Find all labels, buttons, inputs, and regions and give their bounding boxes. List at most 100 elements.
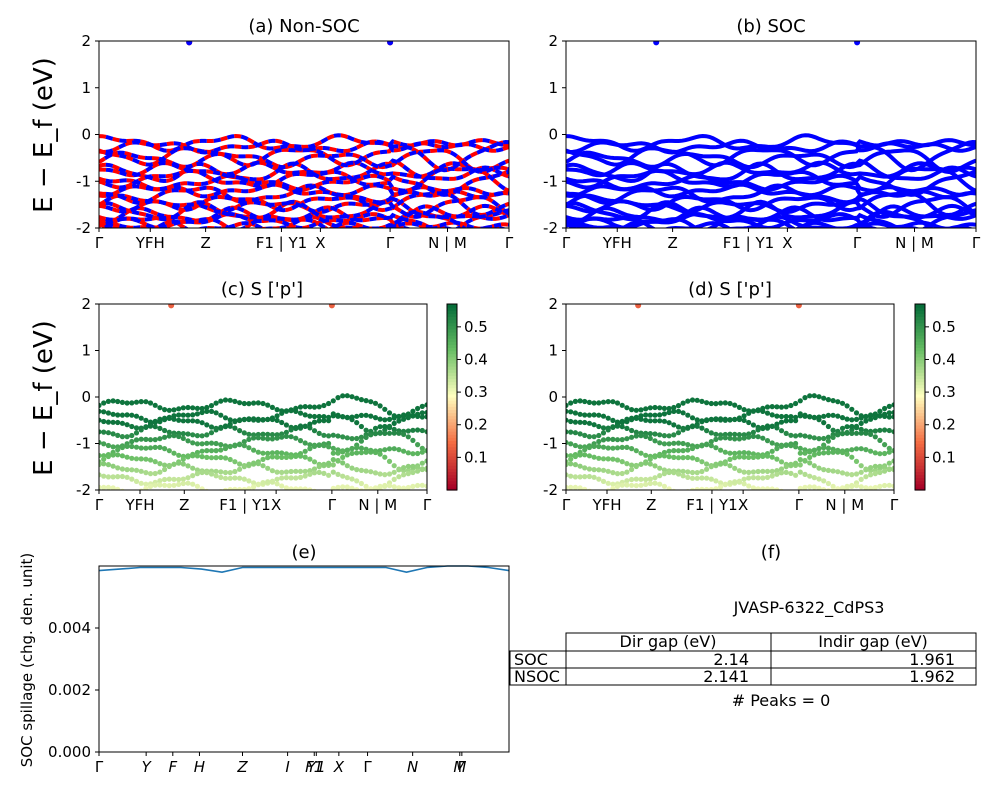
panel-e-xtick-label: Γ [458, 758, 467, 776]
panel-c-band-point [232, 468, 238, 475]
panel-c-band-point [307, 446, 313, 452]
panel-c-band-point [419, 414, 425, 420]
panel-d-band-point [891, 458, 894, 464]
panel-c-band-point [293, 486, 299, 490]
panel-d-band-point [863, 467, 869, 473]
panel-d-band-point [566, 417, 569, 423]
panel-c-band-point [237, 475, 243, 481]
panel-c-band-point [246, 416, 252, 423]
panel-b-band-line [566, 182, 976, 199]
panel-d-band-point [586, 434, 593, 440]
panel-c-band-point [110, 419, 116, 425]
panel-c-band-point [330, 462, 336, 468]
panel-d-band-point [778, 428, 785, 434]
panel-d-band-point [727, 431, 733, 437]
panel-c-band-point [260, 463, 266, 469]
panel-d-band-point [858, 426, 864, 432]
panel-c-band-point [119, 453, 125, 459]
panel-c-band-point [293, 453, 299, 459]
panel-e-frame [98, 565, 510, 753]
panel-d-band-point [839, 470, 846, 476]
panel-c-band-point [255, 435, 261, 441]
panel-d-band-point [732, 402, 738, 408]
panel-d-band-point [760, 475, 766, 481]
panel-c-colorbar-gradient-step [447, 418, 457, 423]
panel-b-xtick-label: YFH [602, 234, 632, 252]
panel-d-band-point [577, 431, 583, 437]
panel-d-band-point [891, 429, 894, 435]
panel-c-band-point [288, 454, 294, 460]
panel-c-band-point [99, 408, 102, 414]
panel-d-band-point [657, 453, 663, 459]
panel-d-band-point [680, 448, 686, 454]
panel-d-band-point [825, 434, 832, 440]
panel-c-band-point [326, 460, 332, 466]
panel-c-band-point [386, 410, 393, 416]
panel-c-band-point [372, 400, 379, 406]
panel-c-band-point [354, 435, 360, 442]
panel-d-band-point [671, 448, 677, 454]
panel-c-band-point [354, 478, 360, 484]
panel-d-band-point [652, 431, 658, 437]
panel-c-band-point [143, 485, 149, 490]
panel-d-band-point [741, 435, 747, 441]
panel-c-band-point [213, 440, 219, 447]
panel-c-band-point [274, 413, 280, 419]
panel-d-band-point [689, 445, 696, 452]
panel-d-band-point [685, 412, 691, 418]
panel-c-colorbar-gradient-step [447, 400, 457, 404]
panel-a-ytick-label: 2 [81, 32, 91, 50]
panel-c-colorbar-gradient-step [447, 409, 457, 414]
panel-c-band-point [424, 414, 427, 420]
panel-c-band-point [152, 470, 158, 477]
panel-c-band-point [344, 484, 350, 490]
panel-d-band-point [741, 413, 747, 419]
panel-c-band-point [401, 416, 407, 422]
panel-c-band-point [265, 465, 271, 471]
panel-d-band-point [572, 474, 579, 480]
panel-d-band-point [577, 485, 583, 490]
panel-c-band-point [166, 433, 172, 439]
panel-d-band-point [760, 424, 766, 431]
panel-d-band-point [797, 445, 803, 451]
panel-c-band-point [335, 484, 341, 490]
panel-d-band-point [566, 439, 569, 446]
panel-c-colorbar-gradient-step [447, 480, 457, 485]
panel-c-band-point [176, 476, 182, 483]
panel-c-band-point [246, 478, 252, 484]
panel-c-band-point [424, 465, 427, 471]
panel-c-band-point [232, 486, 238, 490]
panel-d-band-point [689, 475, 696, 481]
panel-c-band-point [185, 475, 191, 481]
panel-d-band-point [811, 447, 817, 453]
panel-c-band-point [377, 471, 383, 477]
panel-c-band-point [227, 486, 233, 490]
panel-d-band-point [746, 483, 752, 489]
panel-c-band-point [190, 481, 196, 487]
panel-c-colorbar-gradient-step [447, 362, 457, 367]
panel-c-band-point [363, 468, 369, 474]
panel-d-band-point [587, 488, 592, 490]
panel-c-band-point [101, 473, 107, 479]
panel-d-band-point [614, 457, 621, 463]
panel-c-band-point [321, 443, 327, 449]
panel-c-band-point [283, 429, 289, 435]
panel-c-band-point [340, 484, 346, 490]
panel-c-band-point [222, 397, 229, 403]
panel-d-colorbar-gradient-step [915, 384, 925, 389]
panel-d-band-point [736, 468, 743, 474]
panel-c-band-point [265, 436, 271, 442]
panel-c-band-point [424, 429, 427, 435]
panel-c-band-point [368, 399, 374, 405]
panel-c-band-point [386, 471, 393, 477]
panel-d-colorbar-gradient-step [915, 412, 925, 417]
panel-c-band-point [274, 469, 280, 475]
panel-d-band-point [568, 400, 574, 406]
panel-d-band-point [619, 437, 625, 443]
panel-c-band-point [410, 469, 416, 476]
panel-d-band-point [666, 420, 672, 426]
panel-d-band-point [671, 488, 677, 490]
panel-d-band-point [844, 448, 850, 454]
panel-c-band-point [180, 431, 186, 437]
panel-d-title: (d) S ['p'] [688, 279, 772, 300]
